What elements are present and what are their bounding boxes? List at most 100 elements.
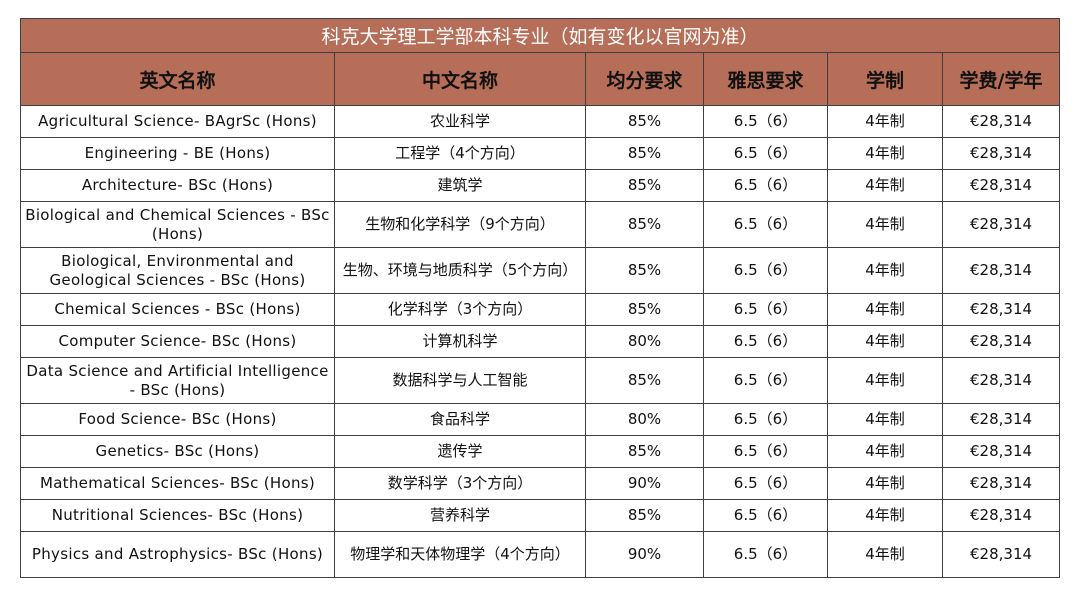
ielts-requirement-cell: 6.5（6） (703, 137, 828, 170)
tuition-cell: €28,314 (941, 137, 1061, 170)
english-name-cell: Computer Science- BSc (Hons) (20, 325, 335, 358)
ielts-requirement-cell: 6.5（6） (703, 169, 828, 202)
duration-cell: 4年制 (827, 499, 943, 532)
ielts-requirement-cell: 6.5（6） (703, 467, 828, 500)
chinese-name-cell: 食品科学 (334, 403, 586, 436)
tuition-cell: €28,314 (941, 435, 1061, 468)
duration-cell: 4年制 (827, 105, 943, 138)
programs-table-container: 科克大学理工学部本科专业（如有变化以官网为准） 英文名称 中文名称 均分要求 雅… (19, 18, 1061, 578)
grade-requirement-cell: 80% (585, 403, 704, 436)
grade-requirement-cell: 85% (585, 169, 704, 202)
table-row: Physics and Astrophysics- BSc (Hons) 物理学和… (20, 531, 1061, 578)
chinese-name-cell: 物理学和天体物理学（4个方向） (334, 531, 586, 578)
english-name-cell: Architecture- BSc (Hons) (20, 169, 335, 202)
english-name-cell: Agricultural Science- BAgrSc (Hons) (20, 105, 335, 138)
grade-requirement-cell: 85% (585, 201, 704, 248)
english-name-cell: Data Science and Artificial Intelligence… (20, 357, 335, 404)
duration-cell: 4年制 (827, 435, 943, 468)
table-row: Data Science and Artificial Intelligence… (20, 357, 1061, 404)
chinese-name-cell: 数学科学（3个方向） (334, 467, 586, 500)
ielts-requirement-cell: 6.5（6） (703, 531, 828, 578)
chinese-name-cell: 计算机科学 (334, 325, 586, 358)
tuition-cell: €28,314 (941, 293, 1061, 326)
chinese-name-cell: 数据科学与人工智能 (334, 357, 586, 404)
duration-cell: 4年制 (827, 201, 943, 248)
grade-requirement-cell: 85% (585, 105, 704, 138)
english-name-cell: Engineering - BE (Hons) (20, 137, 335, 170)
table-row: Architecture- BSc (Hons) 建筑学 85% 6.5（6） 4年制 €… (20, 169, 1061, 202)
chinese-name-cell: 生物和化学科学（9个方向） (334, 201, 586, 248)
duration-cell: 4年制 (827, 169, 943, 202)
duration-cell: 4年制 (827, 293, 943, 326)
english-name-cell: Nutritional Sciences- BSc (Hons) (20, 499, 335, 532)
col-header-chinese-name: 中文名称 (334, 52, 586, 106)
ielts-requirement-cell: 6.5（6） (703, 499, 828, 532)
chinese-name-cell: 生物、环境与地质科学（5个方向） (334, 247, 586, 294)
table-row: Engineering - BE (Hons) 工程学（4个方向） 85% 6.5（6… (20, 137, 1061, 170)
programs-table: 科克大学理工学部本科专业（如有变化以官网为准） 英文名称 中文名称 均分要求 雅… (19, 18, 1061, 578)
table-title: 科克大学理工学部本科专业（如有变化以官网为准） (19, 18, 1061, 53)
duration-cell: 4年制 (827, 403, 943, 436)
ielts-requirement-cell: 6.5（6） (703, 357, 828, 404)
grade-requirement-cell: 90% (585, 531, 704, 578)
col-header-ielts-requirement: 雅思要求 (703, 52, 828, 106)
col-header-duration: 学制 (827, 52, 943, 106)
chinese-name-cell: 化学科学（3个方向） (334, 293, 586, 326)
duration-cell: 4年制 (827, 467, 943, 500)
column-header-row: 英文名称 中文名称 均分要求 雅思要求 学制 学费/学年 (20, 52, 1061, 106)
duration-cell: 4年制 (827, 325, 943, 358)
chinese-name-cell: 遗传学 (334, 435, 586, 468)
col-header-english-name: 英文名称 (20, 52, 335, 106)
grade-requirement-cell: 85% (585, 137, 704, 170)
tuition-cell: €28,314 (941, 467, 1061, 500)
ielts-requirement-cell: 6.5（6） (703, 403, 828, 436)
english-name-cell: Food Science- BSc (Hons) (20, 403, 335, 436)
english-name-cell: Biological, Environmental and Geological… (20, 247, 335, 294)
tuition-cell: €28,314 (941, 105, 1061, 138)
table-row: Food Science- BSc (Hons) 食品科学 80% 6.5（6） 4年制… (20, 403, 1061, 436)
table-row: Mathematical Sciences- BSc (Hons) 数学科学（3个… (20, 467, 1061, 500)
col-header-tuition: 学费/学年 (941, 52, 1061, 106)
tuition-cell: €28,314 (941, 499, 1061, 532)
table-row: Nutritional Sciences- BSc (Hons) 营养科学 85% 6… (20, 499, 1061, 532)
table-row: Biological and Chemical Sciences - BSc (… (20, 201, 1061, 248)
table-title-row: 科克大学理工学部本科专业（如有变化以官网为准） (19, 18, 1061, 53)
grade-requirement-cell: 85% (585, 247, 704, 294)
tuition-cell: €28,314 (941, 531, 1061, 578)
ielts-requirement-cell: 6.5（6） (703, 435, 828, 468)
chinese-name-cell: 工程学（4个方向） (334, 137, 586, 170)
english-name-cell: Biological and Chemical Sciences - BSc (… (20, 201, 335, 248)
table-row: Genetics- BSc (Hons) 遗传学 85% 6.5（6） 4年制 €28,3… (20, 435, 1061, 468)
grade-requirement-cell: 85% (585, 357, 704, 404)
tuition-cell: €28,314 (941, 325, 1061, 358)
tuition-cell: €28,314 (941, 201, 1061, 248)
chinese-name-cell: 营养科学 (334, 499, 586, 532)
table-row: Computer Science- BSc (Hons) 计算机科学 80% 6.5（… (20, 325, 1061, 358)
grade-requirement-cell: 85% (585, 499, 704, 532)
ielts-requirement-cell: 6.5（6） (703, 105, 828, 138)
table-row: Agricultural Science- BAgrSc (Hons) 农业科学 8… (20, 105, 1061, 138)
grade-requirement-cell: 90% (585, 467, 704, 500)
tuition-cell: €28,314 (941, 247, 1061, 294)
table-row: Chemical Sciences - BSc (Hons) 化学科学（3个方向）… (20, 293, 1061, 326)
tuition-cell: €28,314 (941, 357, 1061, 404)
english-name-cell: Chemical Sciences - BSc (Hons) (20, 293, 335, 326)
grade-requirement-cell: 85% (585, 293, 704, 326)
duration-cell: 4年制 (827, 531, 943, 578)
tuition-cell: €28,314 (941, 403, 1061, 436)
duration-cell: 4年制 (827, 137, 943, 170)
english-name-cell: Physics and Astrophysics- BSc (Hons) (20, 531, 335, 578)
tuition-cell: €28,314 (941, 169, 1061, 202)
chinese-name-cell: 建筑学 (334, 169, 586, 202)
grade-requirement-cell: 80% (585, 325, 704, 358)
ielts-requirement-cell: 6.5（6） (703, 247, 828, 294)
col-header-grade-requirement: 均分要求 (585, 52, 704, 106)
duration-cell: 4年制 (827, 247, 943, 294)
grade-requirement-cell: 85% (585, 435, 704, 468)
english-name-cell: Mathematical Sciences- BSc (Hons) (20, 467, 335, 500)
english-name-cell: Genetics- BSc (Hons) (20, 435, 335, 468)
table-row: Biological, Environmental and Geological… (20, 247, 1061, 294)
ielts-requirement-cell: 6.5（6） (703, 201, 828, 248)
duration-cell: 4年制 (827, 357, 943, 404)
chinese-name-cell: 农业科学 (334, 105, 586, 138)
